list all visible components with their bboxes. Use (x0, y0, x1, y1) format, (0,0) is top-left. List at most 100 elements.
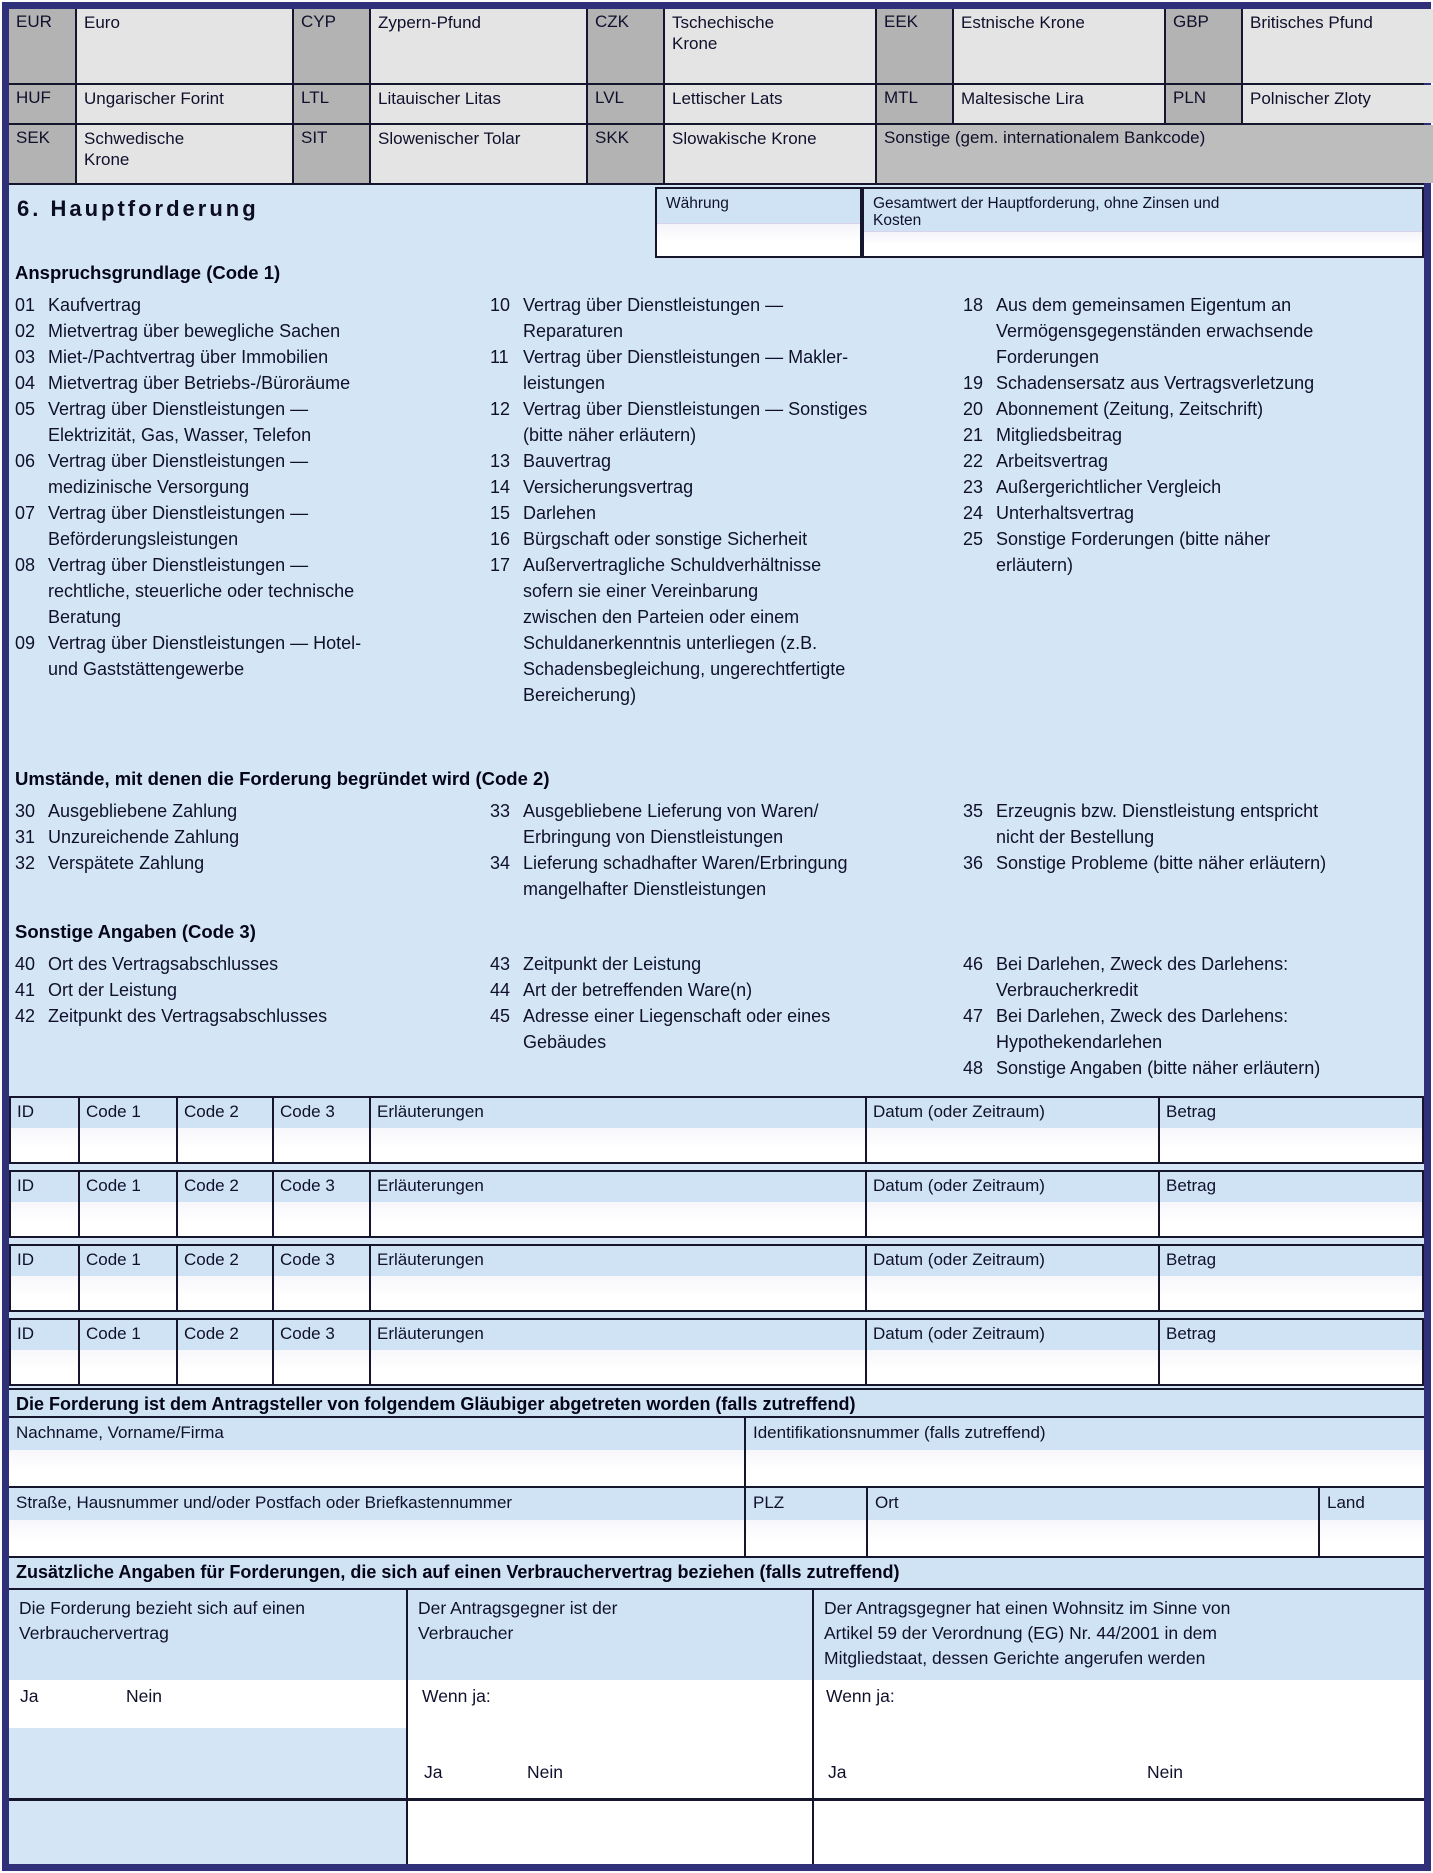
currency-name-cell: Maltesische Lira (954, 85, 1164, 123)
currency-name-cell: Estnische Krone (954, 9, 1164, 83)
claim-amount-input[interactable] (1160, 1350, 1422, 1384)
claim-code2-input[interactable] (178, 1276, 272, 1310)
divider (812, 1590, 814, 1864)
claim-code1-input[interactable] (80, 1128, 176, 1162)
assignee-city-input[interactable] (868, 1520, 1318, 1556)
code-item: 02 Mietvertrag über bewegliche Sachen (15, 321, 341, 341)
currency-name-cell: Slowakische Krone (665, 125, 875, 183)
currency-name-cell: Tschechische Krone (665, 9, 875, 83)
total-field-label: Gesamtwert der Hauptforderung, ohne Zins… (864, 189, 1422, 232)
currency-code-cell: EEK (877, 9, 952, 83)
claim-code1-input[interactable] (80, 1350, 176, 1384)
domicile-yes-option[interactable]: Ja (828, 1762, 847, 1782)
claim-code2-input[interactable] (178, 1350, 272, 1384)
code-item: 33 Ausgebliebene Lieferung von Waren/ Erb… (490, 801, 819, 847)
claim-id-input[interactable] (11, 1128, 78, 1162)
code3-column-b: 43 Zeitpunkt der Leistung 44 Art der betre… (490, 951, 952, 1055)
currency-other-cell: Sonstige (gem. internationalem Bankcode) (877, 125, 1433, 183)
code-item: 30 Ausgebliebene Zahlung (15, 801, 238, 821)
defendant-consumer-extra-input[interactable] (408, 1801, 812, 1864)
claims-row: ID Code 1 Code 2 Code 3 Erläuterungen Da… (9, 1318, 1424, 1386)
claim-code1-input[interactable] (80, 1276, 176, 1310)
assignment-heading: Die Forderung ist dem Antragsteller von … (9, 1388, 1424, 1418)
claim-code2-input[interactable] (178, 1128, 272, 1162)
code-item: 03 Miet-/Pachtvertrag über Immobilien (15, 347, 329, 367)
assignee-street-cell: Straße, Hausnummer und/oder Postfach ode… (9, 1488, 746, 1556)
assignee-plz-cell: PLZ (746, 1488, 868, 1556)
code2-column-b: 33 Ausgebliebene Lieferung von Waren/ Erb… (490, 798, 952, 902)
claim-code3-cell: Code 3 (274, 1320, 371, 1384)
claim-amount-cell: Betrag (1160, 1098, 1422, 1162)
claim-code3-input[interactable] (274, 1202, 369, 1236)
defendant-consumer-answer-area[interactable] (408, 1680, 812, 1798)
code-item: 25 Sonstige Forderungen (bitte näher erlä… (963, 529, 1271, 575)
currency-field-label: Währung (657, 189, 860, 224)
claim-id-input[interactable] (11, 1202, 78, 1236)
currency-code-cell: PLN (1166, 85, 1241, 123)
claim-explanations-input[interactable] (371, 1350, 865, 1384)
claim-explanations-input[interactable] (371, 1276, 865, 1310)
claim-date-input[interactable] (867, 1350, 1158, 1384)
claim-code2-cell: Code 2 (178, 1246, 274, 1310)
divider (9, 1798, 1424, 1801)
domicile-no-option[interactable]: Nein (1147, 1762, 1183, 1782)
claim-id-input[interactable] (11, 1350, 78, 1384)
claim-code3-input[interactable] (274, 1128, 369, 1162)
currency-name-cell: Lettischer Lats (665, 85, 875, 123)
currency-code-cell: CZK (588, 9, 663, 83)
code-item: 45 Adresse einer Liegenschaft oder eines … (490, 1006, 831, 1052)
assignment-row-address: Straße, Hausnummer und/oder Postfach ode… (9, 1488, 1424, 1558)
assignee-street-input[interactable] (9, 1520, 744, 1556)
claim-code1-input[interactable] (80, 1202, 176, 1236)
code-item: 19 Schadensersatz aus Vertragsverletzung (963, 373, 1315, 393)
code-item: 10 Vertrag über Dienstleistungen — Repara… (490, 295, 784, 341)
code-item: 09 Vertrag über Dienstleistungen — Hotel-… (15, 633, 362, 679)
section-title: 6. Hauptforderung (17, 196, 259, 221)
code-item: 41 Ort der Leistung (15, 980, 178, 1000)
currency-input[interactable] (657, 224, 860, 256)
domicile-answer-area[interactable] (814, 1680, 1424, 1798)
claim-explanations-input[interactable] (371, 1128, 865, 1162)
domicile-if-yes-label: Wenn ja: (826, 1686, 895, 1706)
defendant-consumer-no-option[interactable]: Nein (527, 1762, 563, 1782)
consumer-contract-no-option[interactable]: Nein (126, 1686, 162, 1706)
claim-date-input[interactable] (867, 1202, 1158, 1236)
code-item: 18 Aus dem gemeinsamen Eigentum an Vermög… (963, 295, 1314, 367)
currency-name-cell: Zypern-Pfund (371, 9, 586, 83)
defendant-consumer-if-yes-label: Wenn ja: (422, 1686, 491, 1706)
code-item: 13 Bauvertrag (490, 451, 612, 471)
claim-id-cell: ID (11, 1172, 80, 1236)
consumer-contract-label: Die Forderung bezieht sich auf einen Ver… (9, 1590, 406, 1680)
consumer-contract-yes-option[interactable]: Ja (20, 1686, 39, 1706)
claim-code3-input[interactable] (274, 1276, 369, 1310)
claim-amount-cell: Betrag (1160, 1246, 1422, 1310)
consumer-contract-answer-area[interactable] (9, 1680, 406, 1728)
code1-column-a: 01 Kaufvertrag 02 Mietvertrag über bewegli… (15, 292, 467, 682)
code-item: 20 Abonnement (Zeitung, Zeitschrift) (963, 399, 1264, 419)
claim-amount-input[interactable] (1160, 1202, 1422, 1236)
domicile-extra-input[interactable] (814, 1801, 1424, 1864)
code-item: 48 Sonstige Angaben (bitte näher erläuter… (963, 1058, 1321, 1078)
assignee-plz-input[interactable] (746, 1520, 866, 1556)
total-fieldbox: Gesamtwert der Hauptforderung, ohne Zins… (862, 187, 1424, 258)
claim-amount-input[interactable] (1160, 1128, 1422, 1162)
claim-date-cell: Datum (oder Zeitraum) (867, 1246, 1160, 1310)
code1-heading: Anspruchsgrundlage (Code 1) (15, 262, 281, 283)
claim-date-input[interactable] (867, 1128, 1158, 1162)
claim-code2-input[interactable] (178, 1202, 272, 1236)
code3-column-a: 40 Ort des Vertragsabschlusses 41 Ort der … (15, 951, 467, 1029)
total-input[interactable] (864, 232, 1422, 256)
assignee-name-input[interactable] (9, 1450, 744, 1486)
claim-id-input[interactable] (11, 1276, 78, 1310)
assignee-idnum-input[interactable] (746, 1450, 1424, 1486)
claim-explanations-input[interactable] (371, 1202, 865, 1236)
claims-row: ID Code 1 Code 2 Code 3 Erläuterungen Da… (9, 1096, 1424, 1164)
code-item: 06 Vertrag über Dienstleistungen — medizi… (15, 451, 309, 497)
assignee-country-input[interactable] (1320, 1520, 1424, 1556)
claim-amount-input[interactable] (1160, 1276, 1422, 1310)
claim-code3-input[interactable] (274, 1350, 369, 1384)
claim-date-input[interactable] (867, 1276, 1158, 1310)
code-item: 08 Vertrag über Dienstleistungen — rechtl… (15, 555, 355, 627)
currency-code-table: EUR Euro CYP Zypern-Pfund CZK Tschechisc… (9, 9, 1433, 185)
defendant-consumer-yes-option[interactable]: Ja (424, 1762, 443, 1782)
